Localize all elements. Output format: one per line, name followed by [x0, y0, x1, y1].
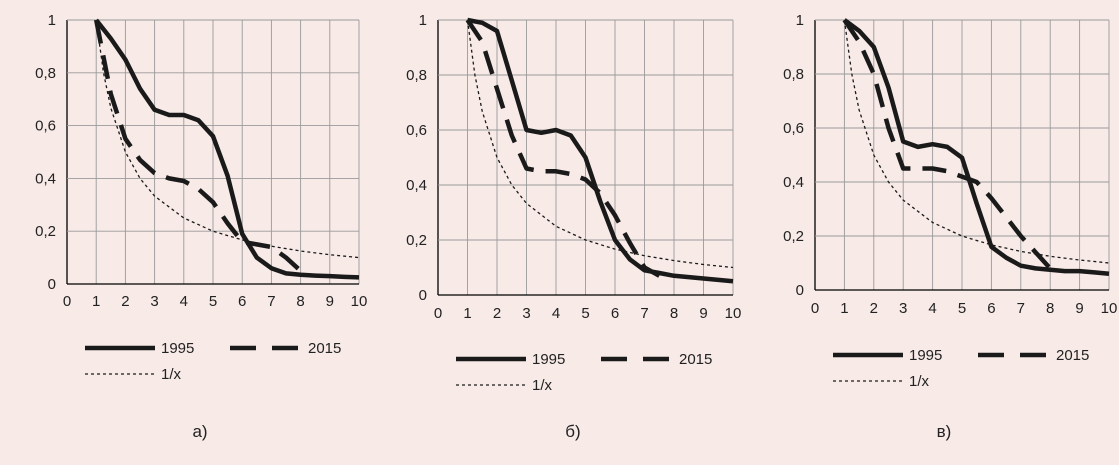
- legend: 1995 2015 1/x: [85, 340, 341, 383]
- x-tick-label: 8: [1046, 300, 1054, 317]
- x-tick-label: 0: [434, 305, 442, 322]
- panel-caption: а): [192, 422, 207, 441]
- y-tick-label: 0,4: [406, 177, 427, 194]
- x-tick-label: 0: [811, 300, 819, 317]
- legend-label: 2015: [679, 351, 712, 368]
- series-line-1x-dotted: [843, 19, 1110, 264]
- y-tick-label: 0,8: [406, 67, 427, 84]
- y-tick-label: 0,4: [35, 170, 56, 187]
- series-line-2015-dashed: [465, 18, 661, 278]
- x-tick-label: 8: [296, 293, 304, 310]
- x-tick-label: 3: [150, 293, 158, 310]
- legend-label: 2015: [1056, 347, 1089, 364]
- panel-caption: б): [565, 422, 580, 441]
- x-tick-label: 7: [640, 305, 648, 322]
- series-line-2015-dashed: [842, 18, 1052, 270]
- x-tick-label: 1: [463, 305, 471, 322]
- x-tick-label: 4: [552, 305, 560, 322]
- x-tick-label: 2: [493, 305, 501, 322]
- x-tick-label: 6: [987, 300, 995, 317]
- y-tick-label: 1: [796, 12, 804, 29]
- x-tick-label: 4: [180, 293, 188, 310]
- y-tick-label: 0,8: [783, 66, 804, 83]
- legend-label: 1995: [161, 340, 194, 357]
- x-tick-label: 10: [1101, 300, 1118, 317]
- x-tick-label: 3: [522, 305, 530, 322]
- series-line-2015-dashed: [93, 19, 303, 273]
- y-tick-label: 1: [48, 12, 56, 29]
- y-tick-label: 1: [419, 12, 427, 29]
- legend-label: 1995: [909, 347, 942, 364]
- x-tick-label: 5: [209, 293, 217, 310]
- y-tick-label: 0,6: [406, 122, 427, 139]
- x-tick-label: 9: [699, 305, 707, 322]
- x-tick-label: 9: [1075, 300, 1083, 317]
- x-tick-label: 7: [1017, 300, 1025, 317]
- x-tick-label: 10: [351, 293, 368, 310]
- x-tick-label: 2: [121, 293, 129, 310]
- y-tick-label: 0: [419, 287, 427, 304]
- series-line-1995-solid: [843, 18, 1110, 277]
- y-tick-label: 0,6: [783, 120, 804, 137]
- x-tick-label: 5: [958, 300, 966, 317]
- y-tick-label: 0,2: [783, 228, 804, 245]
- y-tick-label: 0,2: [406, 232, 427, 249]
- legend: 1995 2015 1/x: [833, 347, 1089, 390]
- series-line-1995-solid: [94, 18, 360, 280]
- x-tick-label: 6: [238, 293, 246, 310]
- x-tick-label: 9: [326, 293, 334, 310]
- panel-caption: в): [937, 422, 952, 441]
- y-tick-label: 0,6: [35, 118, 56, 135]
- legend-label: 1995: [532, 351, 565, 368]
- x-tick-label: 8: [670, 305, 678, 322]
- legend: 1995 2015 1/x: [456, 351, 712, 394]
- x-tick-label: 3: [899, 300, 907, 317]
- x-tick-label: 0: [63, 293, 71, 310]
- x-tick-label: 1: [92, 293, 100, 310]
- legend-label: 1/x: [909, 373, 930, 390]
- series-line-1995-solid: [467, 17, 734, 284]
- y-tick-label: 0,2: [35, 223, 56, 240]
- x-tick-label: 10: [725, 305, 742, 322]
- x-tick-label: 5: [581, 305, 589, 322]
- x-tick-label: 1: [840, 300, 848, 317]
- x-tick-label: 4: [928, 300, 936, 317]
- series-line-1x-dotted: [466, 19, 734, 269]
- y-tick-label: 0,4: [783, 174, 804, 191]
- y-tick-label: 0,8: [35, 65, 56, 82]
- x-tick-label: 6: [611, 305, 619, 322]
- x-tick-label: 7: [267, 293, 275, 310]
- y-tick-label: 0: [796, 282, 804, 299]
- legend-label: 2015: [308, 340, 341, 357]
- y-tick-label: 0: [48, 276, 56, 293]
- legend-label: 1/x: [532, 377, 553, 394]
- legend-label: 1/x: [161, 366, 182, 383]
- x-tick-label: 2: [870, 300, 878, 317]
